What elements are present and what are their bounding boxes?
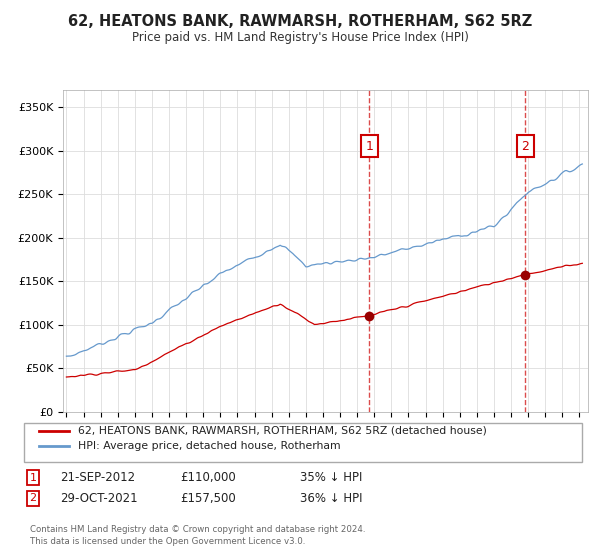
Text: 2: 2: [521, 139, 529, 153]
Text: 1: 1: [365, 139, 373, 153]
Text: Contains HM Land Registry data © Crown copyright and database right 2024.
This d: Contains HM Land Registry data © Crown c…: [30, 525, 365, 546]
Text: £157,500: £157,500: [180, 492, 236, 505]
Text: Price paid vs. HM Land Registry's House Price Index (HPI): Price paid vs. HM Land Registry's House …: [131, 31, 469, 44]
Text: 35% ↓ HPI: 35% ↓ HPI: [300, 471, 362, 484]
Text: 21-SEP-2012: 21-SEP-2012: [60, 471, 135, 484]
Text: £110,000: £110,000: [180, 471, 236, 484]
Text: 2: 2: [29, 493, 37, 503]
Text: 29-OCT-2021: 29-OCT-2021: [60, 492, 137, 505]
Text: 36% ↓ HPI: 36% ↓ HPI: [300, 492, 362, 505]
Text: HPI: Average price, detached house, Rotherham: HPI: Average price, detached house, Roth…: [78, 441, 341, 451]
Text: 62, HEATONS BANK, RAWMARSH, ROTHERHAM, S62 5RZ: 62, HEATONS BANK, RAWMARSH, ROTHERHAM, S…: [68, 14, 532, 29]
Text: 62, HEATONS BANK, RAWMARSH, ROTHERHAM, S62 5RZ (detached house): 62, HEATONS BANK, RAWMARSH, ROTHERHAM, S…: [78, 426, 487, 436]
Text: 1: 1: [29, 473, 37, 483]
